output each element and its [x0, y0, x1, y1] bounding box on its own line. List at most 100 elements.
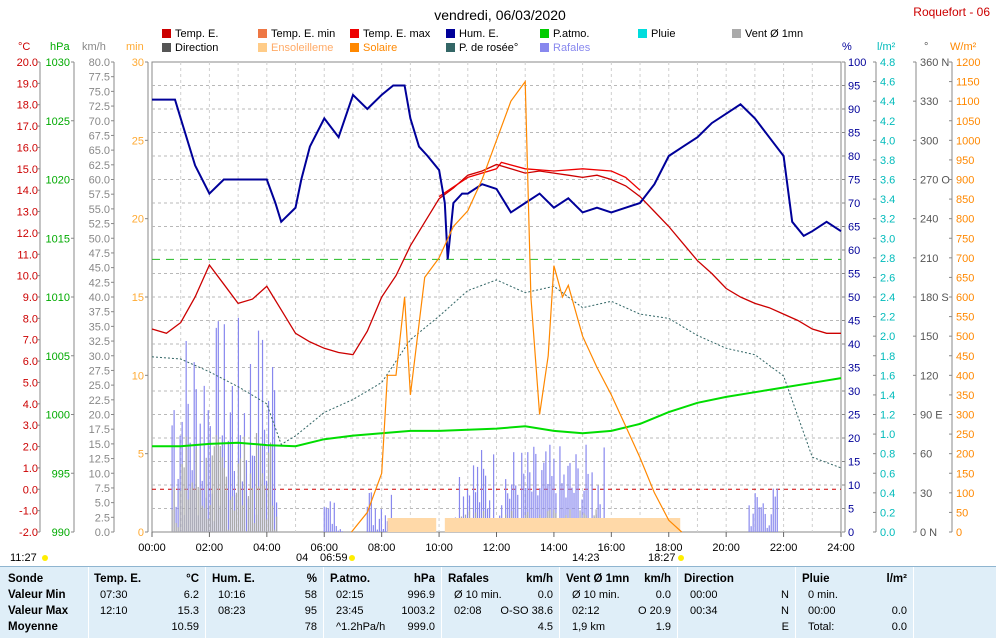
x-tick: 02:00: [196, 542, 224, 554]
dir-tick: 360 N: [920, 57, 949, 69]
stats-cell-value: 15.3: [177, 605, 199, 617]
rain-tick: 1.6: [880, 370, 895, 382]
sun-icon-sunrise: [349, 555, 355, 561]
row-label: Valeur Max: [8, 605, 69, 617]
hum-tick: 15: [848, 457, 860, 469]
stats-col: Hum. E.% 10:16 58 08:23 95 78: [206, 567, 324, 638]
hum-tick: 85: [848, 128, 860, 140]
solar-tick: 150: [956, 468, 974, 480]
hum-tick: 60: [848, 245, 860, 257]
sun-markers: 11:27 04 06:59 14:23 18:27: [10, 552, 684, 564]
stats-cell-time: 00:00: [808, 605, 836, 617]
gust-bars: [171, 317, 778, 532]
stats-cell-value: 996.9: [407, 589, 435, 601]
temp-tick: 17.0: [17, 121, 38, 133]
hum-tick: 5: [848, 504, 854, 516]
solar-tick: 500: [956, 331, 974, 343]
stats-cell-value: O-SO 38.6: [500, 605, 553, 617]
hum-unit: %: [842, 41, 852, 53]
rain-tick: 0.4: [880, 488, 895, 500]
station-name: Roquefort - 06: [913, 5, 990, 19]
wind-tick: 42.5: [89, 277, 110, 289]
hum-tick: 0: [848, 527, 854, 539]
rain-tick: 3.0: [880, 233, 895, 245]
stats-col: Temp. E. °C 07:30 6.2 12:10 15.3 10.59: [88, 567, 206, 638]
wind-tick: 32.5: [89, 336, 110, 348]
temp-tick: 10.0: [17, 271, 38, 283]
hum-tick: 80: [848, 151, 860, 163]
solar-tick: 1100: [956, 96, 980, 108]
dir-tick: 0 N: [920, 527, 937, 539]
stats-cell-value: 6.2: [183, 589, 199, 601]
rain-tick: 1.0: [880, 429, 895, 441]
x-tick: 18:00: [655, 542, 683, 554]
series: [151, 79, 842, 533]
wind-tick: 17.5: [89, 424, 110, 436]
stats-cell-time: 1,9 km: [572, 621, 606, 633]
wind-tick: 10.0: [89, 468, 110, 480]
rain-tick: 3.4: [880, 194, 895, 206]
rain-tick: 0.0: [880, 527, 895, 539]
solar-tick: 800: [956, 214, 974, 226]
wind-tick: 37.5: [89, 307, 110, 319]
stats-col: Vent Ø 1mn km/h Ø 10 min. 0.0 02:12 O 20.9 1,9…: [560, 567, 678, 638]
rain-tick: 4.6: [880, 77, 895, 89]
series-solaire: [351, 79, 683, 533]
stats-col-unit: °C: [186, 573, 199, 585]
rain-tick: 2.4: [880, 292, 895, 304]
wind-tick: 7.5: [95, 483, 110, 495]
dir-tick: 180 S: [920, 292, 949, 304]
wind-tick: 15.0: [89, 439, 110, 451]
stats-cell-value: 58: [304, 589, 317, 601]
axis-units: °C hPa km/h min % l/m² ° W/m²: [18, 41, 977, 53]
rain-tick: 1.8: [880, 351, 895, 363]
stats-col-unit: km/h: [526, 573, 553, 585]
solar-tick: 900: [956, 175, 974, 187]
hum-tick: 40: [848, 339, 860, 351]
stats-col-unit: km/h: [644, 573, 671, 585]
dir-tick: 150: [920, 331, 938, 343]
dir-tick: 90 E: [920, 410, 943, 422]
rain-tick: 4.4: [880, 96, 895, 108]
solar-tick: 550: [956, 312, 974, 324]
stats-cell-time: 00:00: [690, 589, 718, 601]
legend-swatch: [446, 43, 455, 52]
stats-cell-time: ^1.2hPa/h: [336, 621, 386, 633]
stats-cell-value: 0.0: [537, 589, 553, 601]
solar-tick: 650: [956, 272, 974, 284]
temp-tick: 14.0: [17, 185, 38, 197]
stats-cell-value: 0.0: [655, 589, 671, 601]
sunset-label: 18:27: [648, 552, 676, 564]
legend-label: Rafales: [553, 42, 591, 54]
press-tick: 1000: [46, 410, 70, 422]
hum-tick: 45: [848, 316, 860, 328]
temp-tick: -1.0: [19, 506, 38, 518]
solar-tick: 950: [956, 155, 974, 167]
stats-col: Rafales km/h Ø 10 min. 0.0 02:08 O-SO 38.6 4.5: [442, 567, 560, 638]
weather-chart: Temp. E. Temp. E. min Temp. E. max Hum. E. P…: [10, 5, 990, 564]
temp-tick: 0.0: [23, 484, 38, 496]
stats-cell-value: 0.0: [891, 621, 907, 633]
x-tick: 04:00: [253, 542, 281, 554]
dir-tick: 60: [920, 449, 932, 461]
stats-cell-time: 0 min.: [808, 589, 838, 601]
sun-tick: 20: [132, 214, 144, 226]
rain-tick: 2.0: [880, 331, 895, 343]
stats-cell-time: 02:15: [336, 589, 364, 601]
hum-tick: 100: [848, 57, 866, 69]
temp-unit: °C: [18, 41, 30, 53]
sunshine-block: [444, 518, 681, 532]
axes: 20.0 19.0 18.0 17.0 16.0 15.0 14.0 13.0 12.0 11.0…: [17, 57, 981, 539]
legend-label: Ensoleilleme: [271, 42, 333, 54]
series-temp-e-max: [438, 161, 641, 198]
row-label: Moyenne: [8, 621, 58, 633]
stats-cell-time: Ø 10 min.: [454, 589, 502, 601]
temp-tick: 18.0: [17, 100, 38, 112]
hum-tick: 35: [848, 363, 860, 375]
wind-tick: 20.0: [89, 410, 110, 422]
rain-tick: 2.2: [880, 312, 895, 324]
solar-tick: 600: [956, 292, 974, 304]
stats-col-title: Vent Ø 1mn: [566, 573, 630, 585]
wind-tick: 80.0: [89, 57, 110, 69]
sunrise-label: 06:59: [320, 552, 348, 564]
